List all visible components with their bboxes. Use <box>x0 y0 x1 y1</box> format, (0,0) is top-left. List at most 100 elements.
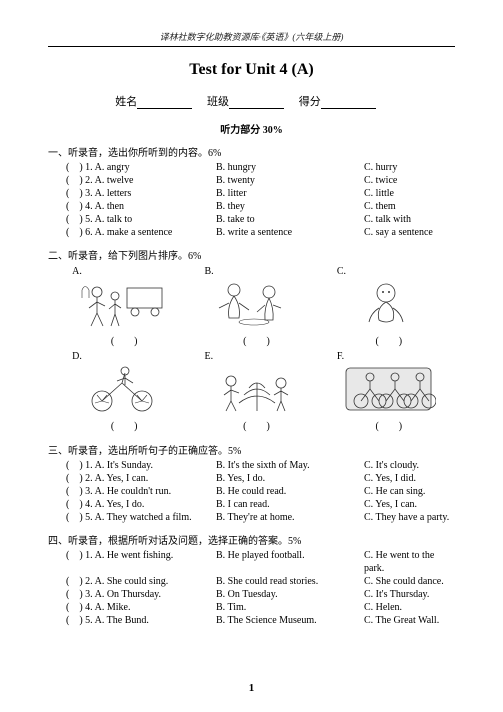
option-c: C. twice <box>364 174 455 187</box>
s1-row: ( ) 5. A. talk toB. take toC. talk with <box>48 213 455 226</box>
option-b: B. It's the sixth of May. <box>216 459 364 472</box>
illustration-a <box>77 278 172 330</box>
s3-row: ( ) 1. A. It's Sunday.B. It's the sixth … <box>48 459 455 472</box>
option-a: ( ) 3. A. letters <box>66 187 216 200</box>
illustration-f <box>341 363 436 415</box>
s1-row: ( ) 2. A. twelveB. twentyC. twice <box>48 174 455 187</box>
section-2-header: 二、听录音，给下列图片排序。6% <box>48 247 455 262</box>
option-c: C. He went to the park. <box>364 549 455 575</box>
option-b: B. On Tuesday. <box>216 588 364 601</box>
option-a: ( ) 2. A. She could sing. <box>66 575 216 588</box>
s1-row: ( ) 1. A. angryB. hungryC. hurry <box>48 161 455 174</box>
picture-row-2: D. ( ) E. ( ) <box>58 351 455 432</box>
option-c: C. He can sing. <box>364 485 455 498</box>
option-b: B. twenty <box>216 174 364 187</box>
page-number: 1 <box>0 682 503 694</box>
class-label: 班级 <box>207 96 229 108</box>
pic-blank-e: ( ) <box>196 417 316 432</box>
illustration-e <box>209 363 304 415</box>
option-c: C. She could dance. <box>364 575 455 588</box>
option-c: C. say a sentence <box>364 226 455 239</box>
pic-blank-c: ( ) <box>329 332 449 347</box>
option-b: B. She could read stories. <box>216 575 364 588</box>
option-a: ( ) 2. A. twelve <box>66 174 216 187</box>
s1-row: ( ) 4. A. thenB. theyC. them <box>48 200 455 213</box>
option-a: ( ) 5. A. talk to <box>66 213 216 226</box>
s1-row: ( ) 6. A. make a sentenceB. write a sent… <box>48 226 455 239</box>
option-a: ( ) 2. A. Yes, I can. <box>66 472 216 485</box>
pic-label-b: B. <box>204 266 316 277</box>
option-c: C. Yes, I can. <box>364 498 455 511</box>
section-4-header: 四、听录音，根据所听对话及问题，选择正确的答案。5% <box>48 532 455 547</box>
option-c: C. talk with <box>364 213 455 226</box>
option-a: ( ) 6. A. make a sentence <box>66 226 216 239</box>
s4-row: ( ) 1. A. He went fishing.B. He played f… <box>48 549 455 575</box>
option-a: ( ) 3. A. On Thursday. <box>66 588 216 601</box>
s3-row: ( ) 3. A. He couldn't run.B. He could re… <box>48 485 455 498</box>
s3-row: ( ) 4. A. Yes, I do.B. I can read.C. Yes… <box>48 498 455 511</box>
option-a: ( ) 5. A. The Bund. <box>66 614 216 627</box>
s3-row: ( ) 2. A. Yes, I can.B. Yes, I do.C. Yes… <box>48 472 455 485</box>
pic-blank-d: ( ) <box>64 417 184 432</box>
illustration-d <box>77 363 172 415</box>
picture-c: C. ( ) <box>329 266 449 347</box>
option-b: B. They're at home. <box>216 511 364 524</box>
option-b: B. they <box>216 200 364 213</box>
class-blank <box>229 97 284 109</box>
illustration-c <box>341 278 436 330</box>
score-label: 得分 <box>299 96 321 108</box>
picture-e: E. ( ) <box>196 351 316 432</box>
section-1-header: 一、听录音，选出你所听到的内容。6% <box>48 144 455 159</box>
option-b: B. He played football. <box>216 549 364 575</box>
option-c: C. them <box>364 200 455 213</box>
option-a: ( ) 5. A. They watched a film. <box>66 511 216 524</box>
picture-f: F. <box>329 351 449 432</box>
picture-row-1: A. ( ) B. ( ) <box>58 266 455 347</box>
pic-label-a: A. <box>72 266 184 277</box>
divider <box>48 46 455 47</box>
pic-label-c: C. <box>337 266 449 277</box>
option-b: B. hungry <box>216 161 364 174</box>
pic-blank-b: ( ) <box>196 332 316 347</box>
name-blank <box>137 97 192 109</box>
option-a: ( ) 1. A. angry <box>66 161 216 174</box>
option-c: C. They have a party. <box>364 511 455 524</box>
listening-section-label: 听力部分 30% <box>48 121 455 136</box>
option-a: ( ) 4. A. then <box>66 200 216 213</box>
pic-label-d: D. <box>72 351 184 362</box>
option-c: C. It's cloudy. <box>364 459 455 472</box>
section-3-header: 三、听录音，选出所听句子的正确应答。5% <box>48 442 455 457</box>
option-b: B. I can read. <box>216 498 364 511</box>
option-b: B. The Science Museum. <box>216 614 364 627</box>
picture-b: B. ( ) <box>196 266 316 347</box>
option-c: C. Yes, I did. <box>364 472 455 485</box>
option-b: B. litter <box>216 187 364 200</box>
pic-label-f: F. <box>337 351 449 362</box>
option-b: B. take to <box>216 213 364 226</box>
option-a: ( ) 1. A. He went fishing. <box>66 549 216 575</box>
option-a: ( ) 3. A. He couldn't run. <box>66 485 216 498</box>
option-c: C. Helen. <box>364 601 455 614</box>
student-info: 姓名 班级 得分 <box>48 93 455 109</box>
illustration-b <box>209 278 304 330</box>
name-label: 姓名 <box>115 96 137 108</box>
pic-label-e: E. <box>204 351 316 362</box>
option-c: C. The Great Wall. <box>364 614 455 627</box>
option-a: ( ) 4. A. Mike. <box>66 601 216 614</box>
test-title: Test for Unit 4 (A) <box>48 61 455 79</box>
option-b: B. write a sentence <box>216 226 364 239</box>
s4-row: ( ) 4. A. Mike.B. Tim.C. Helen. <box>48 601 455 614</box>
option-c: C. hurry <box>364 161 455 174</box>
s3-row: ( ) 5. A. They watched a film.B. They're… <box>48 511 455 524</box>
pic-blank-f: ( ) <box>329 417 449 432</box>
s4-row: ( ) 2. A. She could sing.B. She could re… <box>48 575 455 588</box>
s1-row: ( ) 3. A. lettersB. litterC. little <box>48 187 455 200</box>
option-b: B. He could read. <box>216 485 364 498</box>
option-c: C. little <box>364 187 455 200</box>
option-a: ( ) 4. A. Yes, I do. <box>66 498 216 511</box>
option-a: ( ) 1. A. It's Sunday. <box>66 459 216 472</box>
option-b: B. Yes, I do. <box>216 472 364 485</box>
option-c: C. It's Thursday. <box>364 588 455 601</box>
score-blank <box>321 97 376 109</box>
book-header: 译林社数字化助教资源库·《英语》(六年级上册) <box>48 30 455 46</box>
